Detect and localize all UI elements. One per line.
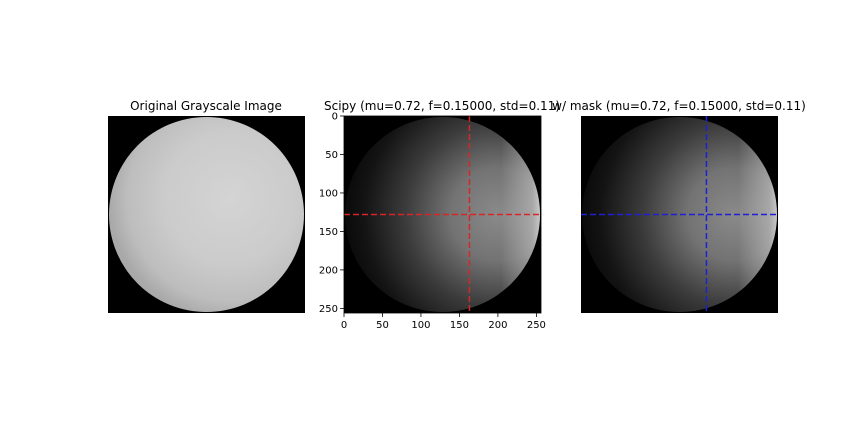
y-tick-label: 0	[332, 112, 338, 123]
y-tick-label: 100	[319, 188, 338, 199]
panel-scipy-title: Scipy (mu=0.72, f=0.15000, std=0.11)	[324, 99, 560, 113]
panel-mask: w/ mask (mu=0.72, f=0.15000, std=0.11)	[552, 99, 806, 313]
panel-scipy: Scipy (mu=0.72, f=0.15000, std=0.11) 0 50…	[319, 99, 560, 331]
panel-original: Original Grayscale Image	[108, 99, 305, 313]
y-tick-label: 200	[319, 265, 338, 276]
x-tick-label: 200	[488, 320, 507, 331]
panel-original-disc	[109, 117, 304, 312]
x-tick-label: 50	[376, 320, 389, 331]
y-tick-label: 250	[319, 304, 338, 315]
x-tick-label: 150	[450, 320, 469, 331]
panel-mask-title: w/ mask (mu=0.72, f=0.15000, std=0.11)	[552, 99, 806, 113]
x-tick-label: 250	[527, 320, 546, 331]
x-tick-label: 100	[411, 320, 430, 331]
panel-original-title: Original Grayscale Image	[130, 99, 282, 113]
y-tick-label: 150	[319, 227, 338, 238]
panel-scipy-frame	[343, 115, 542, 314]
x-tick-label: 0	[341, 320, 347, 331]
panel-mask-rim-highlight	[582, 117, 777, 312]
y-tick-label: 50	[325, 150, 338, 161]
panel-scipy-rim-highlight	[345, 117, 540, 312]
